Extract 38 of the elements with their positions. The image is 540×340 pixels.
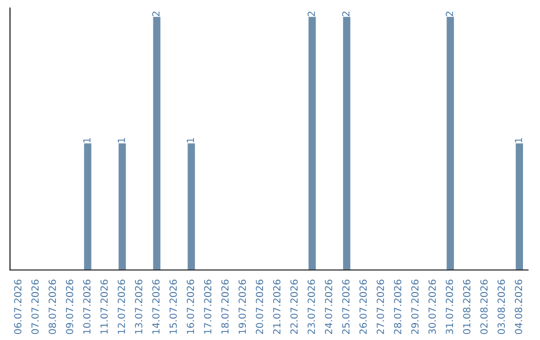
x-tick-label: 02.08.2026 <box>480 280 488 334</box>
x-tick-label: 15.07.2026 <box>170 280 177 334</box>
x-tick-label: 12.07.2026 <box>118 280 126 334</box>
data-label: 2 <box>342 12 350 16</box>
data-label: 1 <box>83 138 90 142</box>
x-tick-label: 08.07.2026 <box>48 280 56 334</box>
x-tick-label: 27.07.2026 <box>376 280 384 334</box>
x-tick-label: 04.08.2026 <box>514 280 522 334</box>
x-tick-label: 16.07.2026 <box>186 280 194 334</box>
data-label: 2 <box>446 12 453 16</box>
x-tick-label: 03.08.2026 <box>498 280 505 334</box>
x-tick-label: 13.07.2026 <box>134 280 142 334</box>
x-tick-label: 24.07.2026 <box>324 280 332 334</box>
x-tick-label: 28.07.2026 <box>394 280 402 334</box>
data-label: 2 <box>152 12 160 16</box>
x-tick-label: 18.07.2026 <box>221 280 229 334</box>
x-tick-label: 21.07.2026 <box>273 280 280 334</box>
x-tick-label: 14.07.2026 <box>152 280 160 334</box>
x-tick-label: 31.07.2026 <box>446 280 454 334</box>
data-label: 1 <box>118 138 125 142</box>
x-tick-label: 22.07.2026 <box>290 280 298 334</box>
x-tick-label: 17.07.2026 <box>204 280 212 334</box>
x-tick-label: 30.07.2026 <box>428 280 436 334</box>
x-tick-label: 11.07.2026 <box>100 280 108 334</box>
x-tick-label: 09.07.2026 <box>66 280 74 334</box>
x-tick-label: 07.07.2026 <box>31 280 39 334</box>
data-label: 2 <box>308 12 315 16</box>
x-tick-label: 10.07.2026 <box>83 280 91 334</box>
x-tick-label: 25.07.2026 <box>342 280 350 334</box>
x-tick-label: 01.08.2026 <box>463 280 470 334</box>
x-tick-label: 19.07.2026 <box>238 280 246 334</box>
data-label: 1 <box>514 138 522 142</box>
x-tick-label: 29.07.2026 <box>411 280 419 334</box>
data-label: 1 <box>186 138 194 142</box>
x-tick-label: 20.07.2026 <box>256 280 264 334</box>
x-tick-label: 26.07.2026 <box>359 280 367 334</box>
x-tick-label: 06.07.2026 <box>14 280 22 334</box>
x-tick-label: 23.07.2026 <box>308 280 315 334</box>
